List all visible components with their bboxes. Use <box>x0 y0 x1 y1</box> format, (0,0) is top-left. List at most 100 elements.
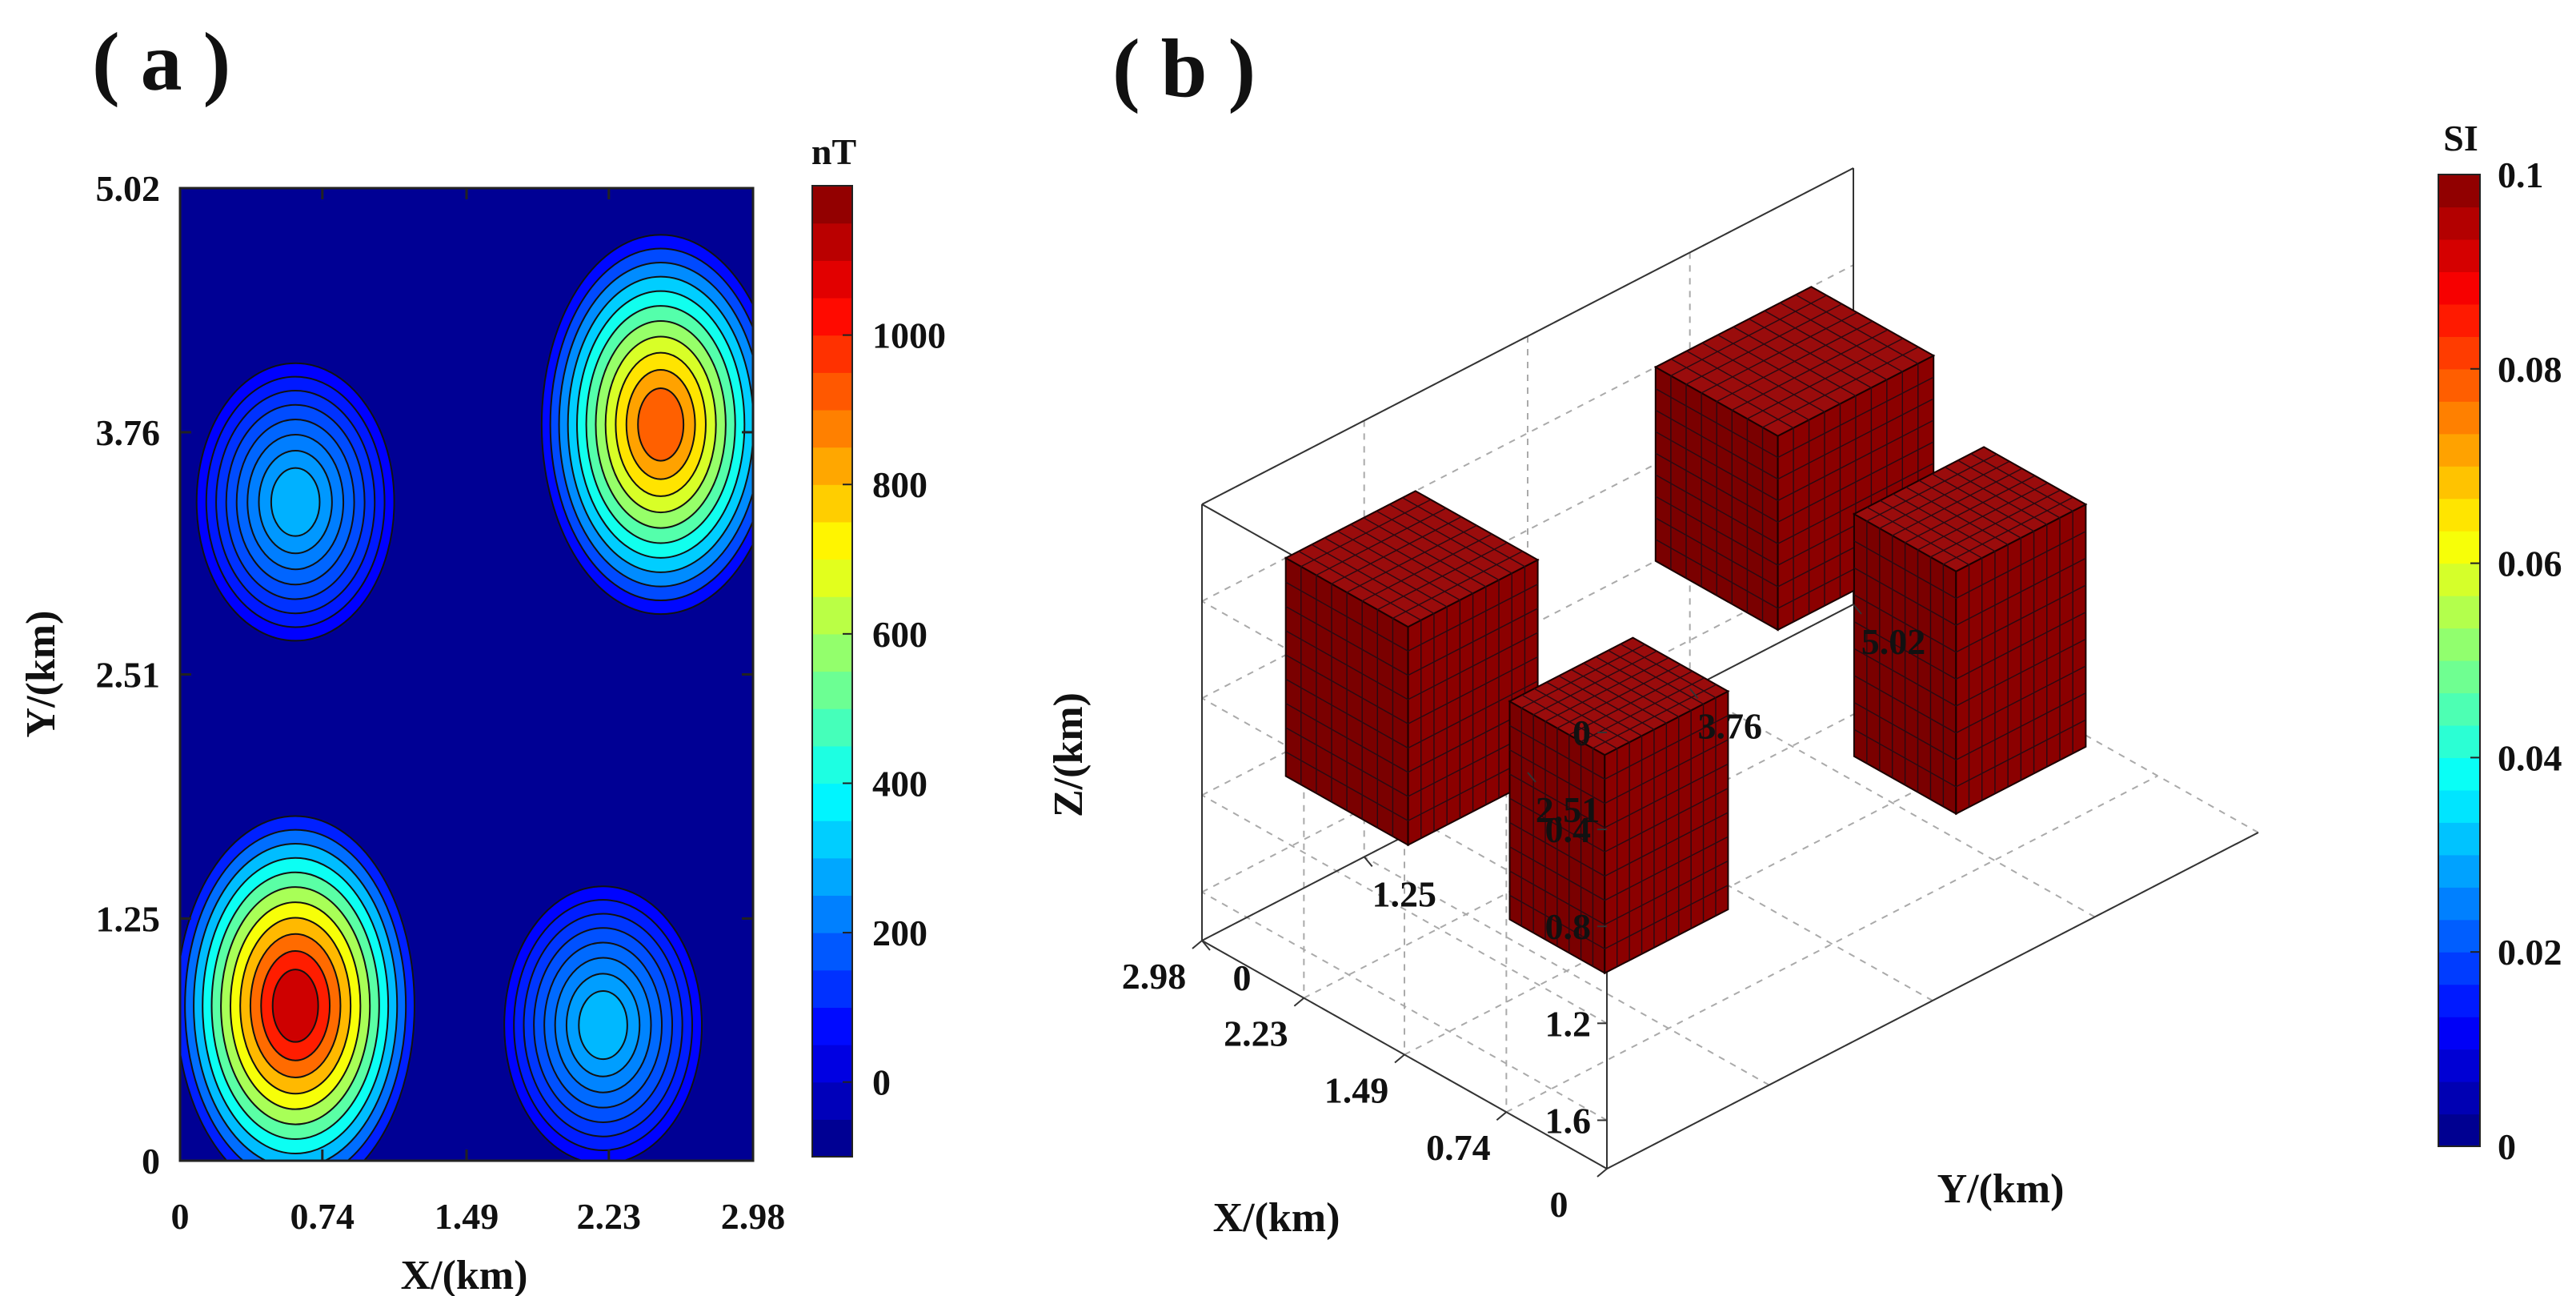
colorbar-tick-label: 200 <box>872 913 927 953</box>
colorbar-frame <box>811 185 853 1158</box>
contour-level <box>578 990 628 1061</box>
voxel-gridline <box>1655 431 1778 501</box>
voxel-gridline <box>1521 694 1618 749</box>
voxel-gridline <box>1905 486 2009 545</box>
voxel-gridline <box>1285 727 1408 797</box>
voxel-gridline <box>1408 608 1538 676</box>
y3d-tick-label: 5.02 <box>1861 621 1926 662</box>
x3d-axis-title: X/(km) <box>1213 1195 1340 1241</box>
colorbar-swatch <box>2438 401 2480 435</box>
z3d-tick-label: 1.2 <box>1545 1003 1592 1044</box>
voxel-gridline <box>1509 846 1605 901</box>
x3d-tick-label: 2.23 <box>1224 1013 1288 1054</box>
colorbar-swatch <box>2438 271 2480 305</box>
voxel-gridline <box>1655 517 1778 588</box>
x-axis-title: X/(km) <box>401 1253 528 1296</box>
voxel-gridline <box>1571 668 1667 724</box>
z3d-tick-label: 0 <box>1572 712 1591 753</box>
colorbar-swatch <box>2438 660 2480 694</box>
voxel-gridline <box>1509 797 1605 853</box>
voxel-gridline <box>1931 473 2034 532</box>
colorbar-swatch <box>2438 433 2480 467</box>
y3d-tick-mark <box>1689 688 1699 700</box>
voxel-gridline <box>1655 409 1778 480</box>
y3d-tick-mark <box>1363 856 1373 868</box>
colorbar-swatch <box>2438 692 2480 726</box>
voxel-gridline <box>1955 638 2086 707</box>
voxel-gridline <box>1509 724 1605 780</box>
colorbar-swatch <box>812 1007 852 1045</box>
voxel-gridline <box>1311 544 1435 614</box>
voxel-gridline <box>1350 524 1473 594</box>
voxel-gridline <box>1795 294 1919 364</box>
colorbar-swatch <box>2438 1017 2480 1050</box>
colorbar-swatch <box>2438 1049 2480 1082</box>
panel-a-ticks: 0 0.74 1.49 2.23 2.98 0 1.25 2.51 3.76 5.02 <box>96 168 786 1237</box>
voxel-gridline <box>1686 350 1809 421</box>
colorbar-swatch <box>812 821 852 859</box>
z3d-tick-label: 0.8 <box>1545 906 1592 947</box>
x-tick-label: 2.98 <box>721 1196 786 1237</box>
colorbar-si-title: SI <box>2443 118 2478 158</box>
voxel-gridline <box>1670 358 1794 429</box>
colorbar-swatch <box>812 969 852 1008</box>
colorbar-swatch <box>2438 789 2480 823</box>
colorbar-tick-label: 0.04 <box>2498 737 2562 778</box>
colorbar-swatch <box>2438 757 2480 791</box>
voxel-gridline <box>1285 654 1408 724</box>
voxel-gridline <box>1970 453 2073 512</box>
side-wall-gridline <box>1201 794 1608 1025</box>
voxel-gridline <box>1955 531 2086 600</box>
voxel-gridline <box>1604 860 1729 925</box>
voxel-gridline <box>1604 885 1729 949</box>
voxel-gridline <box>1408 632 1538 700</box>
colorbar-swatch <box>2438 466 2480 500</box>
side-wall-gridline <box>1201 891 1608 1121</box>
colorbar-swatch <box>812 933 852 971</box>
voxel-gridline <box>1853 728 1957 788</box>
colorbar-tick-label: 0 <box>872 1062 891 1103</box>
voxel-gridline <box>1777 419 1934 502</box>
colorbar-swatch <box>812 745 852 784</box>
voxel-gridline <box>1604 836 1729 901</box>
y-tick-label: 3.76 <box>96 412 161 453</box>
voxel-gridline <box>1337 530 1460 601</box>
voxel-gridline <box>1957 459 2061 519</box>
voxel-gridline <box>1853 594 1957 653</box>
voxel-gridline <box>1376 510 1500 581</box>
voxel-gridline <box>1509 749 1605 804</box>
colorbar-tick-label: 0.1 <box>2498 154 2544 195</box>
x3d-tick-mark <box>1394 1053 1405 1064</box>
colorbar-swatch <box>2438 207 2480 240</box>
colorbar-swatch <box>2438 175 2480 208</box>
x3d-tick-mark <box>1596 1168 1608 1178</box>
y-axis-title: Y/(km) <box>18 611 64 738</box>
voxel-gridline <box>1853 567 1957 626</box>
voxel-gridline <box>1408 584 1538 652</box>
voxel-gridline <box>1777 398 1934 480</box>
voxel-gridline <box>1893 493 1996 552</box>
voxel-gridline <box>1853 648 1957 707</box>
colorbar-swatch <box>812 633 852 672</box>
colorbar-tick-label: 0 <box>2498 1126 2516 1167</box>
x3d-tick-mark <box>1192 940 1203 949</box>
colorbar-frame <box>2438 174 2481 1147</box>
colorbar-swatch <box>812 297 852 336</box>
voxel-gridline <box>1701 342 1825 413</box>
colorbar-swatch <box>812 708 852 747</box>
colorbar-swatch <box>2438 984 2480 1017</box>
colorbar-swatch <box>812 1045 852 1083</box>
voxel-gridline <box>1546 681 1642 736</box>
colorbar-swatch <box>2438 887 2480 921</box>
colorbar-nt-title: nT <box>811 131 856 172</box>
voxel-gridline <box>1595 656 1692 712</box>
contour-level <box>637 387 685 462</box>
y3d-tick-mark <box>1527 772 1536 783</box>
y-tick-label: 5.02 <box>96 168 161 209</box>
voxel-gridline <box>1298 551 1422 621</box>
y3d-tick-label: 3.76 <box>1697 705 1762 746</box>
colorbar-swatch <box>812 596 852 635</box>
colorbar-swatch <box>2438 596 2480 629</box>
voxel-gridline <box>1509 870 1605 925</box>
colorbar-swatch <box>2438 952 2480 985</box>
